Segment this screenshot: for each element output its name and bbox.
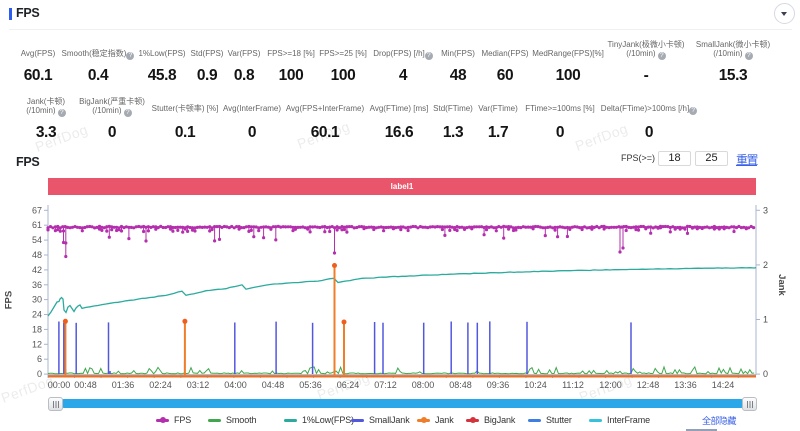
svg-text:10:24: 10:24 (524, 380, 547, 390)
svg-text:14:24: 14:24 (712, 380, 735, 390)
svg-text:04:48: 04:48 (262, 380, 285, 390)
svg-text:02:24: 02:24 (149, 380, 172, 390)
svg-text:FPS: FPS (4, 291, 15, 309)
svg-text:61: 61 (32, 220, 42, 230)
svg-text:06:24: 06:24 (337, 380, 360, 390)
svg-text:0: 0 (37, 369, 42, 379)
svg-text:3: 3 (763, 205, 768, 215)
svg-text:0: 0 (763, 369, 768, 379)
svg-text:09:36: 09:36 (487, 380, 510, 390)
svg-text:42: 42 (32, 265, 42, 275)
svg-text:04:00: 04:00 (224, 380, 247, 390)
svg-text:01:36: 01:36 (112, 380, 135, 390)
svg-text:18: 18 (32, 324, 42, 334)
svg-text:48: 48 (32, 250, 42, 260)
svg-text:00:00: 00:00 (48, 380, 71, 390)
svg-text:12:00: 12:00 (599, 380, 622, 390)
svg-text:6: 6 (37, 354, 42, 364)
svg-text:36: 36 (32, 280, 42, 290)
svg-text:12:48: 12:48 (637, 380, 660, 390)
svg-text:67: 67 (32, 205, 42, 215)
svg-text:00:48: 00:48 (74, 380, 97, 390)
svg-text:08:48: 08:48 (449, 380, 472, 390)
svg-text:1: 1 (763, 315, 768, 325)
svg-text:03:12: 03:12 (187, 380, 210, 390)
svg-text:08:00: 08:00 (412, 380, 435, 390)
svg-text:12: 12 (32, 339, 42, 349)
svg-text:13:36: 13:36 (674, 380, 697, 390)
svg-text:2: 2 (763, 260, 768, 270)
svg-text:Jank: Jank (776, 274, 787, 296)
svg-text:30: 30 (32, 295, 42, 305)
svg-text:07:12: 07:12 (374, 380, 397, 390)
svg-text:54: 54 (32, 235, 42, 245)
svg-text:24: 24 (32, 310, 42, 320)
svg-text:11:12: 11:12 (562, 380, 584, 390)
svg-text:05:36: 05:36 (299, 380, 322, 390)
